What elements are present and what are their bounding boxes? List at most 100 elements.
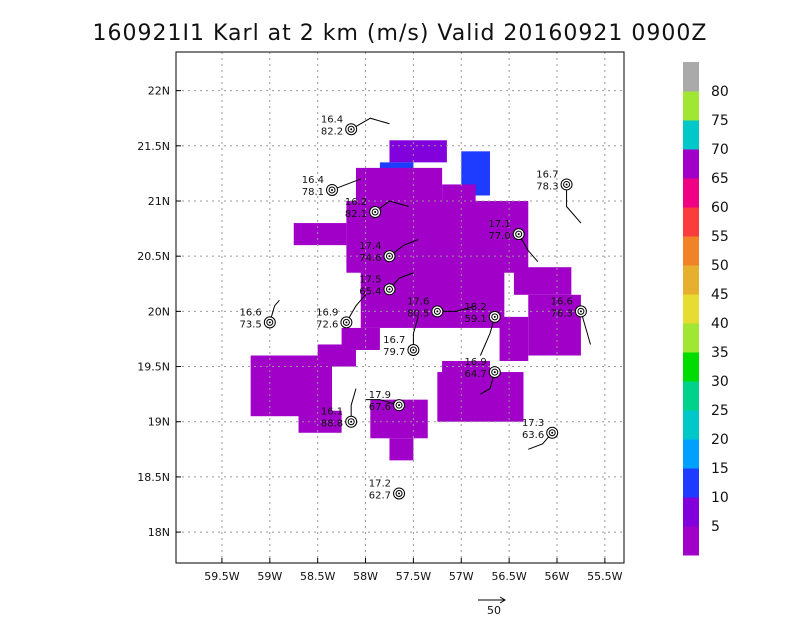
observation-3: 16.778.3 (536, 169, 582, 224)
observation-15: 16.188.8 (321, 388, 358, 430)
observation-dot-8 (345, 321, 348, 324)
observation-top-label-6: 17.5 (359, 274, 381, 285)
observation-top-label-0: 16.4 (321, 114, 343, 125)
x-tick-label-1: 59W (257, 570, 282, 583)
y-tick-label-4: 20N (148, 305, 170, 318)
colorbar-label-8: 40 (711, 316, 729, 332)
observation-dot-14 (398, 404, 401, 407)
observation-inner-ring-14 (395, 401, 403, 409)
observation-top-label-15: 16.1 (321, 407, 343, 418)
observation-inner-ring-2 (371, 208, 379, 216)
observation-markers: 16.482.216.478.116.282.116.778.317.177.0… (240, 114, 591, 501)
observation-top-label-7: 16.6 (240, 307, 262, 318)
observation-top-label-5: 17.4 (359, 241, 381, 252)
colorbar-segment-15 (683, 91, 699, 121)
observation-12: 16.779.7 (383, 316, 420, 358)
observation-13: 16.964.7 (465, 357, 501, 395)
observation-dot-11 (579, 310, 582, 313)
x-tick-label-2: 58.5W (300, 570, 335, 583)
colorbar-segment-12 (683, 178, 699, 208)
colorbar: 5 10 15 20 25 30 35 40 45 50 55 60 65 70 75 80 (683, 62, 729, 556)
colorbar-segment-9 (683, 265, 699, 295)
wind-region-8 (360, 267, 505, 328)
observation-14: 17.967.6 (365, 390, 406, 413)
colorbar-segment-16 (683, 62, 699, 92)
observation-inner-ring-5 (385, 252, 393, 260)
observation-inner-ring-12 (409, 346, 417, 354)
observation-dot-12 (412, 348, 415, 351)
y-tick-label-2: 19N (148, 416, 170, 429)
observation-barb-8 (345, 294, 366, 323)
x-tick-label-3: 58W (353, 570, 378, 583)
reference-vector-label: 50 (487, 604, 501, 617)
observation-inner-ring-17 (395, 489, 403, 497)
colorbar-label-3: 15 (711, 461, 729, 477)
observation-bottom-label-2: 82.1 (345, 209, 367, 220)
wind-region-4 (355, 167, 443, 207)
observation-inner-ring-11 (577, 307, 585, 315)
observation-top-label-13: 16.9 (465, 357, 487, 368)
colorbar-segment-1 (683, 497, 699, 527)
observation-top-label-16: 17.3 (522, 418, 544, 429)
wind-region-19 (442, 361, 490, 378)
wind-region-10 (528, 294, 581, 356)
observation-dot-5 (388, 255, 391, 258)
observation-bottom-label-11: 76.3 (551, 308, 573, 319)
wind-region-11 (499, 316, 529, 362)
colorbar-label-14: 70 (711, 142, 729, 158)
observation-top-label-9: 17.6 (407, 296, 429, 307)
y-tick-label-7: 21.5N (137, 140, 170, 153)
reference-vector-arrowhead (499, 596, 506, 604)
colorbar-label-12: 60 (711, 200, 729, 216)
observation-dot-6 (388, 288, 391, 291)
colorbar-segment-0 (683, 526, 699, 556)
observation-11: 16.676.3 (551, 296, 591, 345)
observation-top-label-1: 16.4 (302, 175, 324, 186)
reference-vector: 50 (478, 596, 506, 617)
observation-bottom-label-1: 78.1 (302, 187, 324, 198)
observation-dot-10 (493, 315, 496, 318)
observation-bottom-label-7: 73.5 (240, 319, 262, 330)
colorbar-label-11: 55 (711, 229, 729, 245)
colorbar-segment-6 (683, 352, 699, 382)
observation-dot-7 (268, 321, 271, 324)
observation-bottom-label-13: 64.7 (465, 369, 487, 380)
observation-inner-ring-4 (515, 230, 523, 238)
observation-dot-1 (331, 188, 334, 191)
y-tick-label-8: 22N (148, 85, 170, 98)
colorbar-label-4: 20 (711, 432, 729, 448)
observation-dot-17 (398, 492, 401, 495)
colorbar-label-9: 45 (711, 287, 729, 303)
colorbar-label-6: 30 (711, 374, 729, 390)
wind-region-9 (513, 267, 572, 295)
observation-inner-ring-8 (342, 318, 350, 326)
observation-bottom-label-3: 78.3 (536, 181, 558, 192)
observation-inner-ring-15 (347, 418, 355, 426)
lat-lon-grid (176, 52, 624, 563)
x-tick-label-5: 57W (449, 570, 474, 583)
observation-barb-14 (365, 399, 400, 406)
colorbar-segment-5 (683, 381, 699, 411)
colorbar-segment-13 (683, 149, 699, 179)
observation-dot-3 (565, 183, 568, 186)
observation-inner-ring-9 (433, 307, 441, 315)
x-tick-label-7: 56W (545, 570, 570, 583)
observation-dot-16 (551, 431, 554, 434)
observation-bottom-label-0: 82.2 (321, 126, 343, 137)
colorbar-label-16: 80 (711, 84, 729, 100)
observation-inner-ring-10 (491, 313, 499, 321)
chart-title: 160921I1 Karl at 2 km (m/s) Valid 201609… (93, 21, 708, 46)
observation-0: 16.482.2 (321, 114, 390, 137)
observation-barb-9 (437, 305, 476, 312)
observation-inner-ring-0 (347, 125, 355, 133)
observation-bottom-label-17: 62.7 (369, 490, 391, 501)
observation-inner-ring-7 (266, 318, 274, 326)
observation-8: 16.972.6 (316, 294, 366, 330)
observation-bottom-label-15: 88.8 (321, 419, 343, 430)
observation-bottom-label-8: 72.6 (316, 319, 338, 330)
colorbar-label-13: 65 (711, 171, 729, 187)
observation-top-label-17: 17.2 (369, 478, 391, 489)
x-tick-label-0: 59.5W (204, 570, 239, 583)
observation-barb-4 (518, 233, 539, 263)
observation-top-label-3: 16.7 (536, 169, 558, 180)
